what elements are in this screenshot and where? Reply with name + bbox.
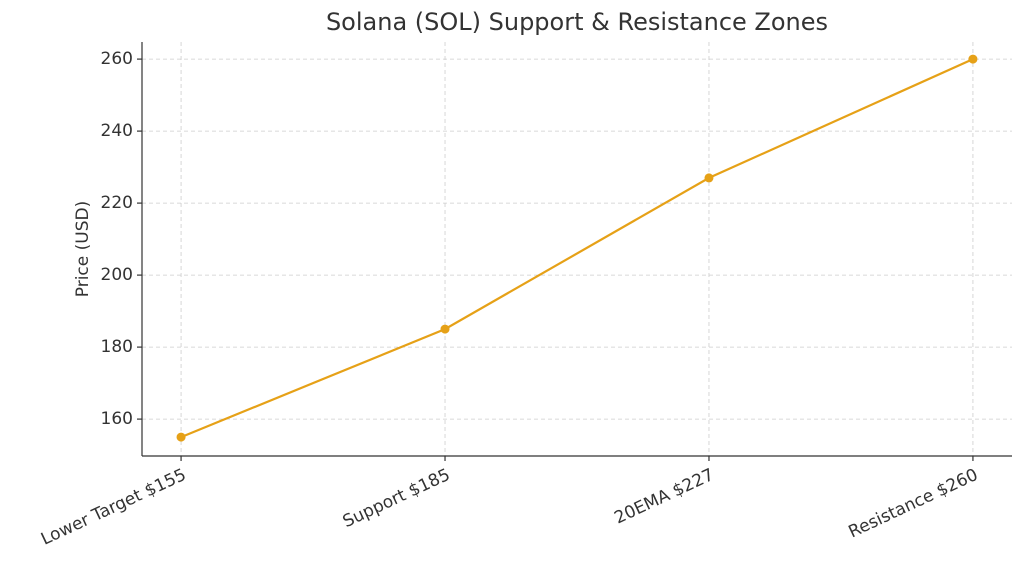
x-tick-label: 20EMA $227: [611, 465, 717, 528]
x-tick-label: Lower Target $155: [38, 465, 189, 550]
y-tick-label: 200: [101, 265, 133, 285]
x-tick-label: Support $185: [340, 465, 453, 532]
point: [704, 173, 714, 183]
y-tick-label: 160: [101, 409, 133, 429]
point: [440, 324, 450, 334]
y-axis-label: Price (USD): [73, 201, 93, 297]
y-tick-label: 220: [101, 193, 133, 213]
point: [968, 54, 978, 64]
y-tick-label: 260: [101, 49, 133, 69]
y-tick-label: 180: [101, 337, 133, 357]
point: [176, 432, 186, 442]
line: [180, 58, 974, 439]
chart-title: Solana (SOL) Support & Resistance Zones: [326, 8, 828, 36]
x-tick-label: Resistance $260: [846, 465, 982, 542]
y-tick-label: 240: [101, 121, 133, 141]
